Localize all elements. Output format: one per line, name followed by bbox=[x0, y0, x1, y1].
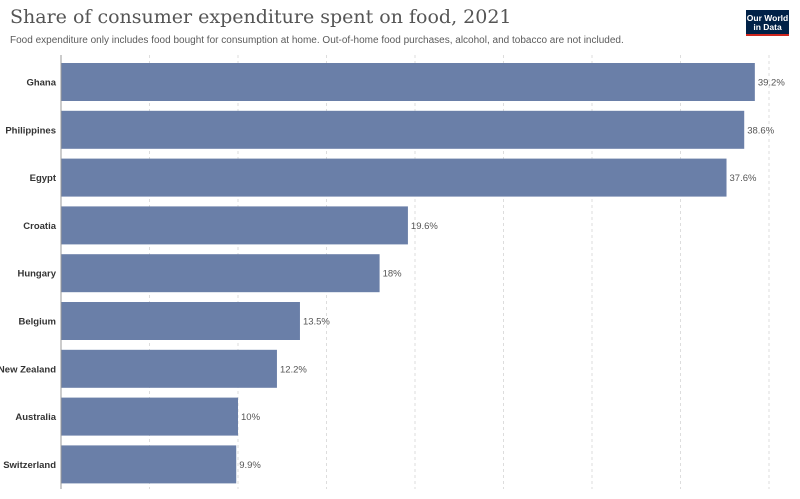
category-label: Egypt bbox=[30, 173, 57, 184]
category-label: Philippines bbox=[5, 125, 56, 136]
bar[interactable] bbox=[61, 206, 408, 245]
labels: Ghana 39.2% Philippines 38.6% Egypt 37.6% Croa… bbox=[0, 78, 785, 471]
bar[interactable] bbox=[61, 63, 755, 101]
value-label: 13.5% bbox=[303, 317, 330, 328]
category-label: Australia bbox=[15, 412, 56, 423]
bar[interactable] bbox=[61, 349, 277, 388]
category-label: Ghana bbox=[26, 78, 56, 89]
bar[interactable] bbox=[61, 397, 238, 436]
bar[interactable] bbox=[61, 158, 727, 197]
owid-logo[interactable]: Our World in Data bbox=[746, 10, 789, 36]
value-label: 37.6% bbox=[730, 173, 757, 184]
bar[interactable] bbox=[61, 302, 300, 340]
value-label: 39.2% bbox=[758, 78, 785, 89]
bar[interactable] bbox=[61, 445, 237, 484]
value-label: 10% bbox=[241, 412, 261, 423]
chart-subtitle: Food expenditure only includes food boug… bbox=[10, 35, 624, 46]
category-label: Belgium bbox=[19, 317, 56, 328]
value-label: 19.6% bbox=[411, 221, 438, 232]
bars bbox=[61, 63, 755, 484]
chart-title: Share of consumer expenditure spent on f… bbox=[10, 6, 512, 28]
value-label: 9.9% bbox=[239, 460, 261, 471]
logo-line-2: in Data bbox=[753, 22, 782, 32]
bar[interactable] bbox=[61, 110, 745, 149]
logo-line-1: Our World bbox=[746, 13, 789, 23]
category-label: New Zealand bbox=[0, 364, 56, 375]
category-label: Hungary bbox=[17, 269, 56, 280]
bar[interactable] bbox=[61, 254, 380, 293]
value-label: 18% bbox=[383, 269, 403, 280]
category-label: Croatia bbox=[23, 221, 56, 232]
value-label: 12.2% bbox=[280, 364, 307, 375]
value-label: 38.6% bbox=[747, 125, 774, 136]
category-label: Switzerland bbox=[3, 460, 56, 471]
